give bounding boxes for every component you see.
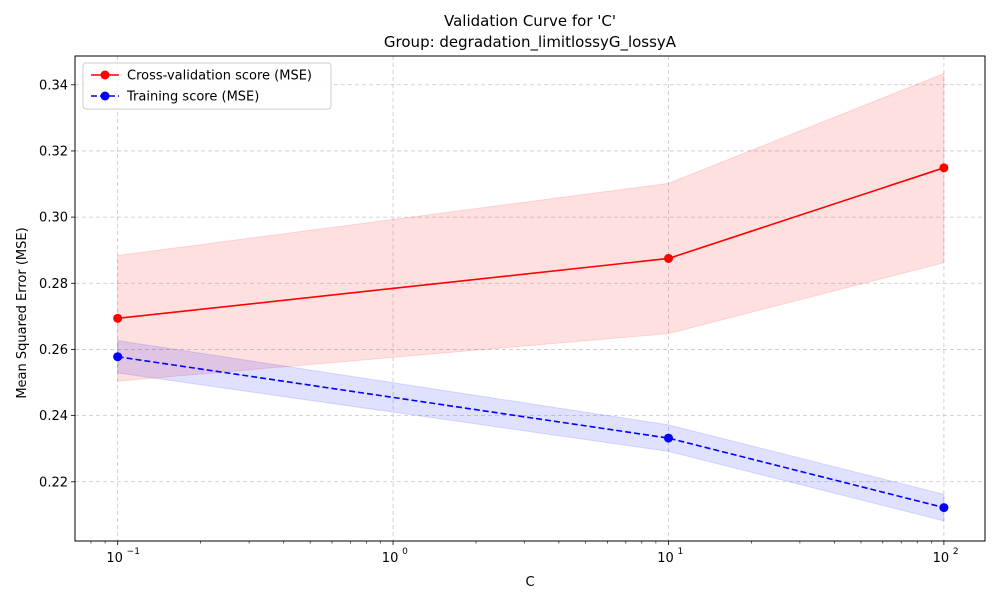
chart-title: Validation Curve for 'C' bbox=[444, 12, 616, 30]
x-tick-label: 10 bbox=[382, 551, 399, 566]
x-tick-exponent: 1 bbox=[677, 547, 683, 557]
data-point-1-1 bbox=[663, 433, 673, 443]
x-axis-label: C bbox=[525, 575, 534, 590]
y-tick-label: 0.28 bbox=[39, 277, 68, 292]
y-axis-label: Mean Squared Error (MSE) bbox=[15, 227, 30, 398]
plot-frame bbox=[74, 55, 986, 542]
x-tick-label: 10 bbox=[933, 551, 950, 566]
data-point-1-0 bbox=[113, 352, 123, 362]
x-tick-label: 10 bbox=[657, 551, 674, 566]
data-point-0-0 bbox=[113, 313, 123, 323]
y-tick-label: 0.32 bbox=[39, 144, 68, 159]
chart-subtitle: Group: degradation_limitlossyG_lossyA bbox=[384, 33, 677, 52]
axes: 10 −1 10 0 10 1 10 20.220.240.260.280.300.320.3… bbox=[39, 55, 986, 566]
confidence-bands bbox=[117, 72, 945, 522]
data-point-0-1 bbox=[663, 253, 673, 263]
series-markers bbox=[113, 163, 949, 513]
data-point-1-2 bbox=[939, 503, 949, 513]
legend-label-1: Training score (MSE) bbox=[126, 90, 259, 105]
y-tick-label: 0.24 bbox=[39, 409, 68, 424]
x-tick-exponent: 2 bbox=[953, 547, 959, 557]
legend-label-0: Cross-validation score (MSE) bbox=[127, 69, 312, 84]
legend: Cross-validation score (MSE) Training sco… bbox=[82, 62, 332, 110]
legend-marker-0 bbox=[100, 70, 110, 80]
x-tick-exponent: −1 bbox=[127, 547, 140, 557]
y-tick-label: 0.34 bbox=[39, 78, 68, 93]
x-tick-exponent: 0 bbox=[402, 547, 408, 557]
y-tick-label: 0.26 bbox=[39, 343, 68, 358]
confidence-band-1 bbox=[117, 339, 945, 522]
confidence-band-0 bbox=[117, 72, 945, 382]
y-tick-label: 0.22 bbox=[39, 475, 68, 490]
x-tick-label: 10 bbox=[106, 551, 123, 566]
series-line-1 bbox=[117, 355, 945, 509]
y-tick-label: 0.30 bbox=[39, 211, 68, 226]
legend-box bbox=[82, 62, 332, 110]
data-point-0-2 bbox=[939, 163, 949, 173]
legend-marker-1 bbox=[100, 91, 110, 101]
grid-lines bbox=[75, 56, 985, 541]
